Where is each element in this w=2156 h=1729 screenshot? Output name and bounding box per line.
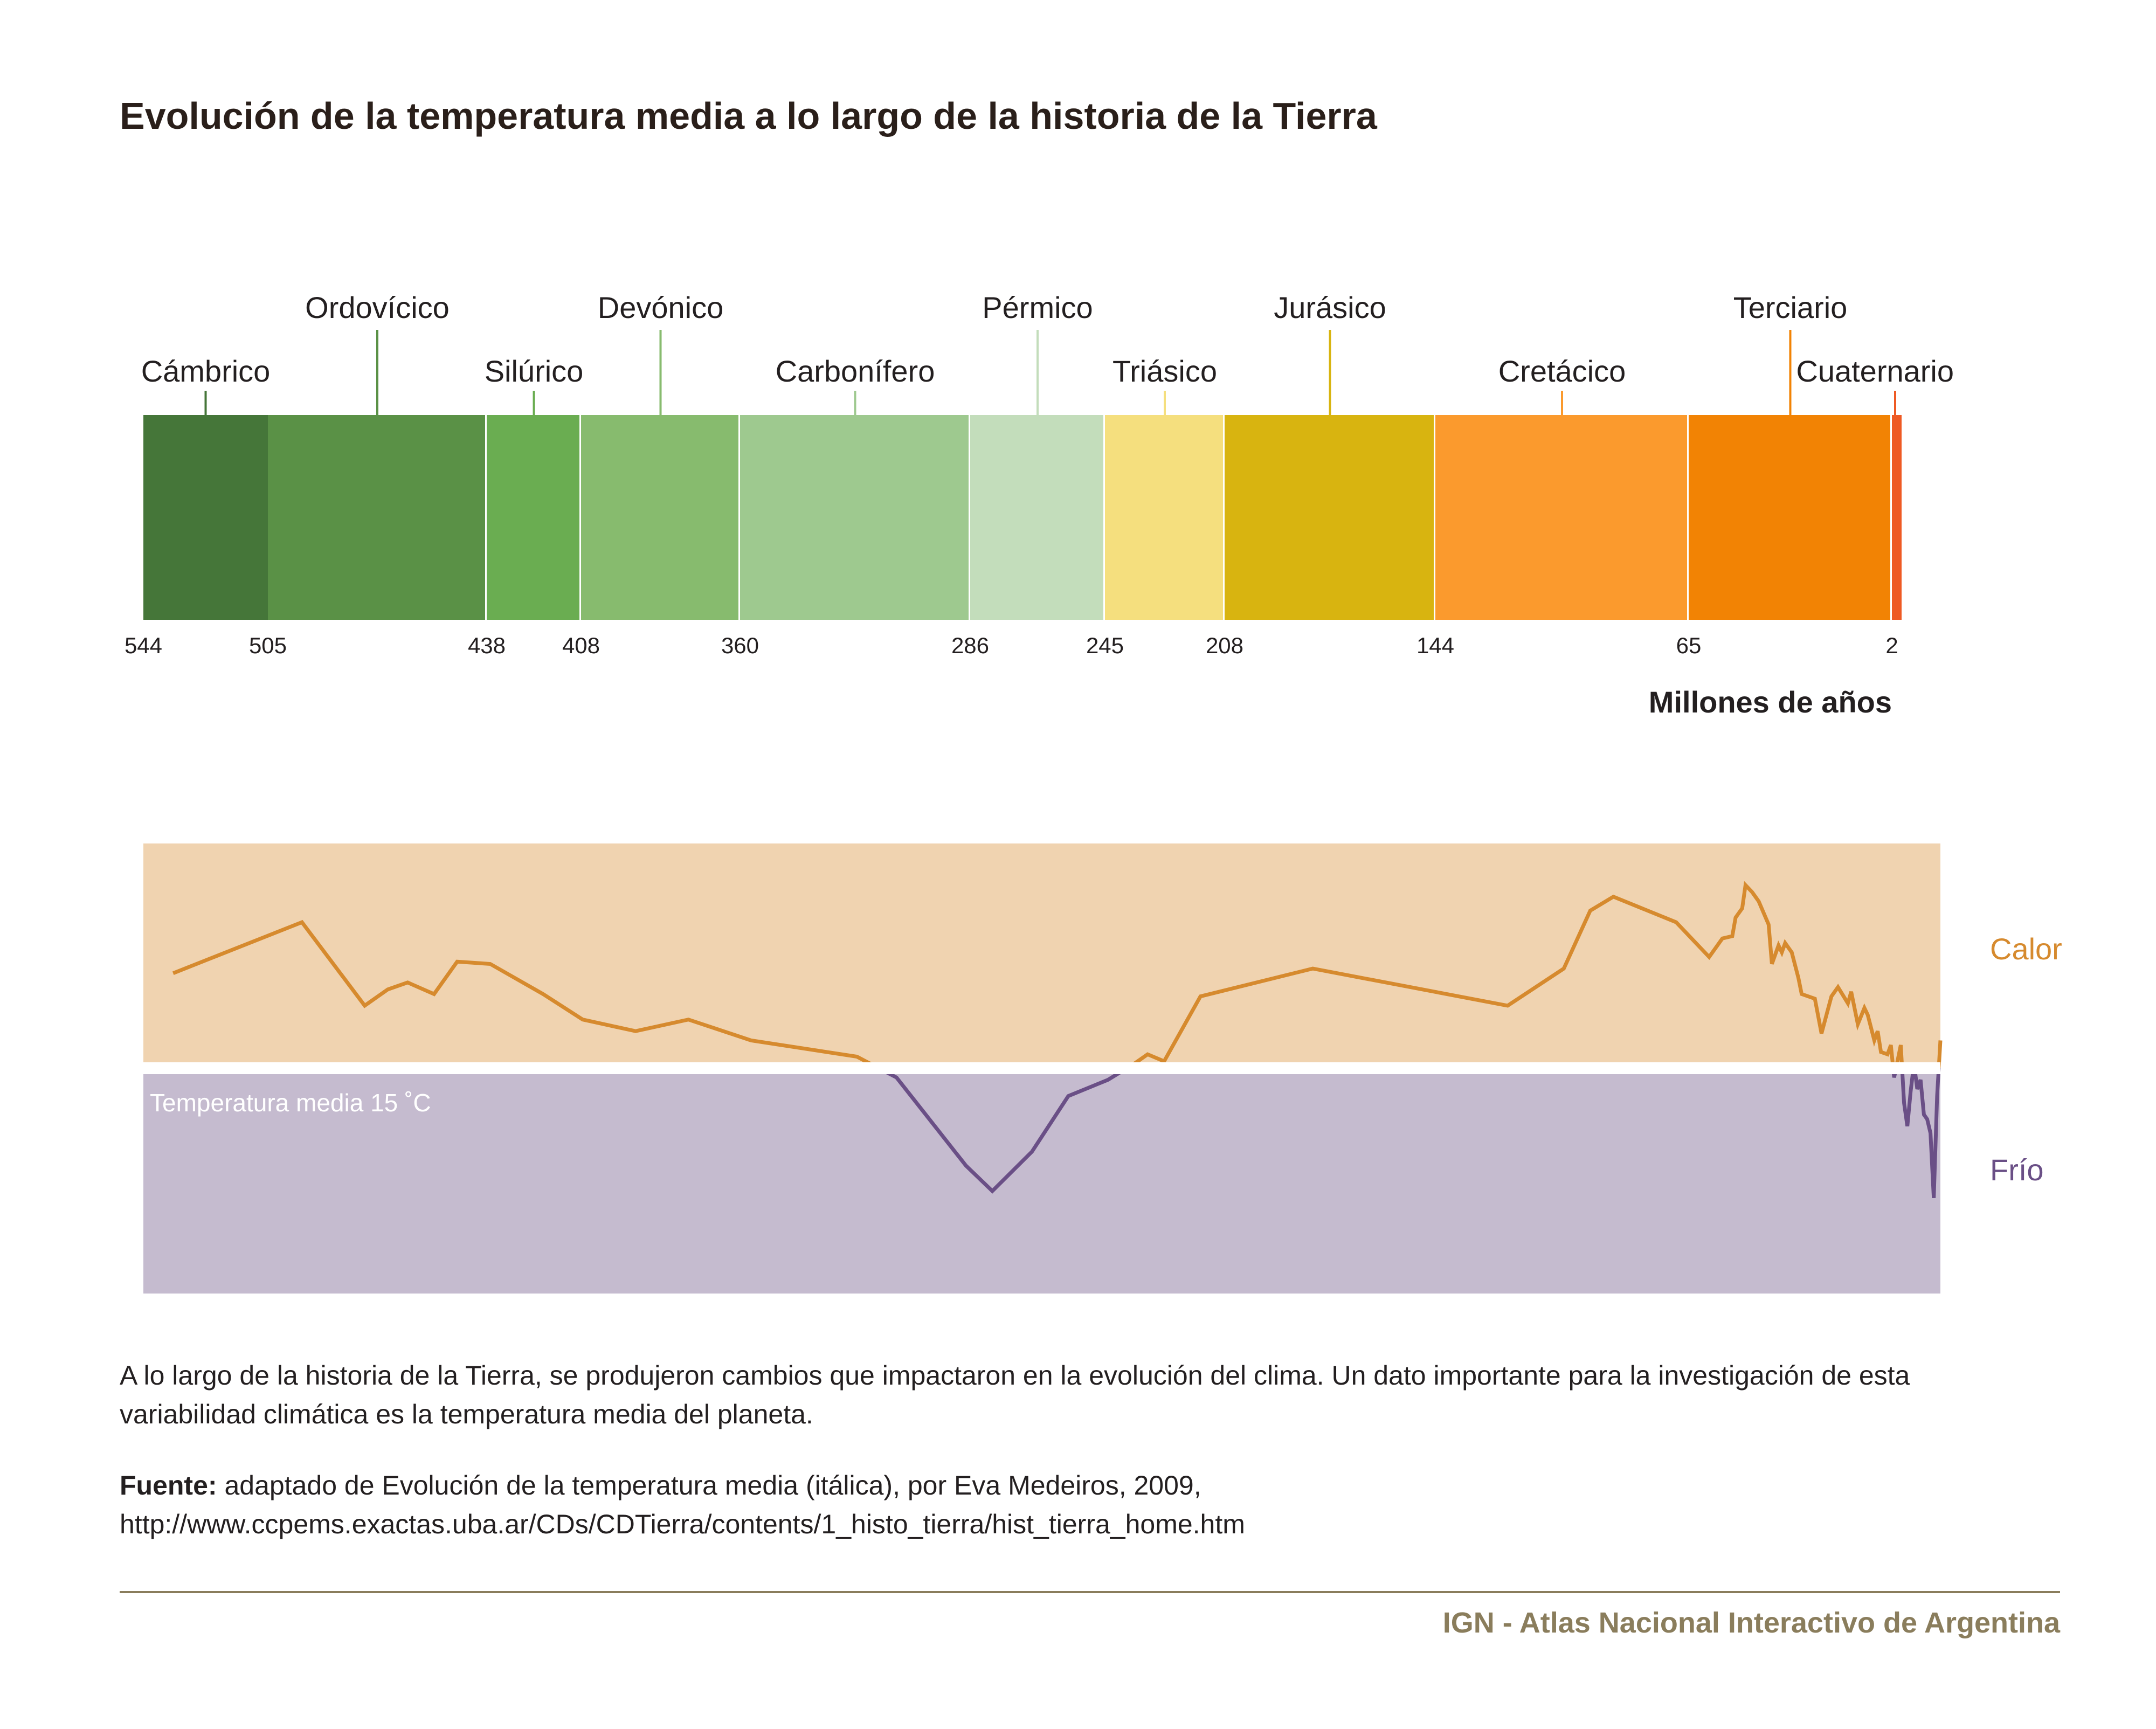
tick-label-208: 208 — [1206, 633, 1243, 658]
temperature-line-warm — [172, 881, 1943, 1068]
period-label-cambrico: Cámbrico — [141, 354, 271, 388]
tick-label-408: 408 — [562, 633, 600, 658]
period-label-carbonifero: Carbonífero — [776, 354, 935, 388]
period-bar-triasico — [1105, 415, 1225, 620]
chart-title: Evolución de la temperatura media a lo l… — [120, 95, 1377, 137]
geologic-timeline: Cámbrico Ordovícico Silúrico Devónico Carbon… — [125, 291, 1954, 658]
footer-credit: IGN - Atlas Nacional Interactivo de Arge… — [1442, 1607, 2060, 1639]
x-axis-label: Millones de años — [1649, 685, 1892, 719]
description-text: A lo largo de la historia de la Tierra, … — [120, 1360, 1910, 1429]
tick-label-438: 438 — [468, 633, 506, 658]
source-text: adaptado de Evolución de la temperatura … — [224, 1470, 1201, 1500]
period-bar-jurasico — [1225, 415, 1435, 620]
cold-label: Frío — [1990, 1153, 2044, 1187]
period-bar-cretacico — [1435, 415, 1689, 620]
tick-label-360: 360 — [721, 633, 759, 658]
period-bar-ordovicico — [268, 415, 487, 620]
tick-label-2: 2 — [1885, 633, 1898, 658]
tick-label-505: 505 — [249, 633, 287, 658]
source-label: Fuente: — [120, 1470, 217, 1500]
period-label-permico: Pérmico — [982, 291, 1093, 324]
tick-label-286: 286 — [951, 633, 989, 658]
period-label-devonico: Devónico — [598, 291, 723, 324]
period-bar-terciario — [1689, 415, 1892, 620]
period-label-terciario: Terciario — [1733, 291, 1848, 324]
period-label-triasico: Triásico — [1112, 354, 1217, 388]
warm-zone — [143, 843, 1940, 1068]
source-url: http://www.ccpems.exactas.uba.ar/CDs/CDT… — [120, 1509, 1245, 1539]
cold-zone — [143, 1068, 1940, 1294]
period-bar-silurico — [487, 415, 581, 620]
period-label-cuaternario: Cuaternario — [1796, 354, 1954, 388]
source-block: Fuente: adaptado de Evolución de la temp… — [120, 1466, 2006, 1544]
tick-label-65: 65 — [1676, 633, 1702, 658]
temperature-chart — [143, 843, 1943, 1294]
chart-canvas: Cámbrico Ordovícico Silúrico Devónico Carbon… — [125, 291, 2062, 1294]
period-bar-permico — [970, 415, 1105, 620]
tick-label-544: 544 — [125, 633, 162, 658]
footer-divider — [120, 1591, 2060, 1593]
warm-label: Calor — [1990, 932, 2062, 966]
period-bar-cuaternario — [1892, 415, 1902, 620]
period-bar-carbonifero — [740, 415, 970, 620]
tick-label-245: 245 — [1086, 633, 1124, 658]
baseline-label: Temperatura media 15 ˚C — [150, 1089, 431, 1117]
baseline-band — [143, 1062, 1940, 1074]
period-label-cretacico: Cretácico — [1498, 354, 1626, 388]
period-label-jurasico: Jurásico — [1274, 291, 1386, 324]
period-label-silurico: Silúrico — [485, 354, 584, 388]
period-label-ordovicico: Ordovícico — [305, 291, 450, 324]
period-bar-cambrico — [143, 415, 268, 620]
period-bar-devonico — [581, 415, 740, 620]
tick-label-144: 144 — [1416, 633, 1454, 658]
